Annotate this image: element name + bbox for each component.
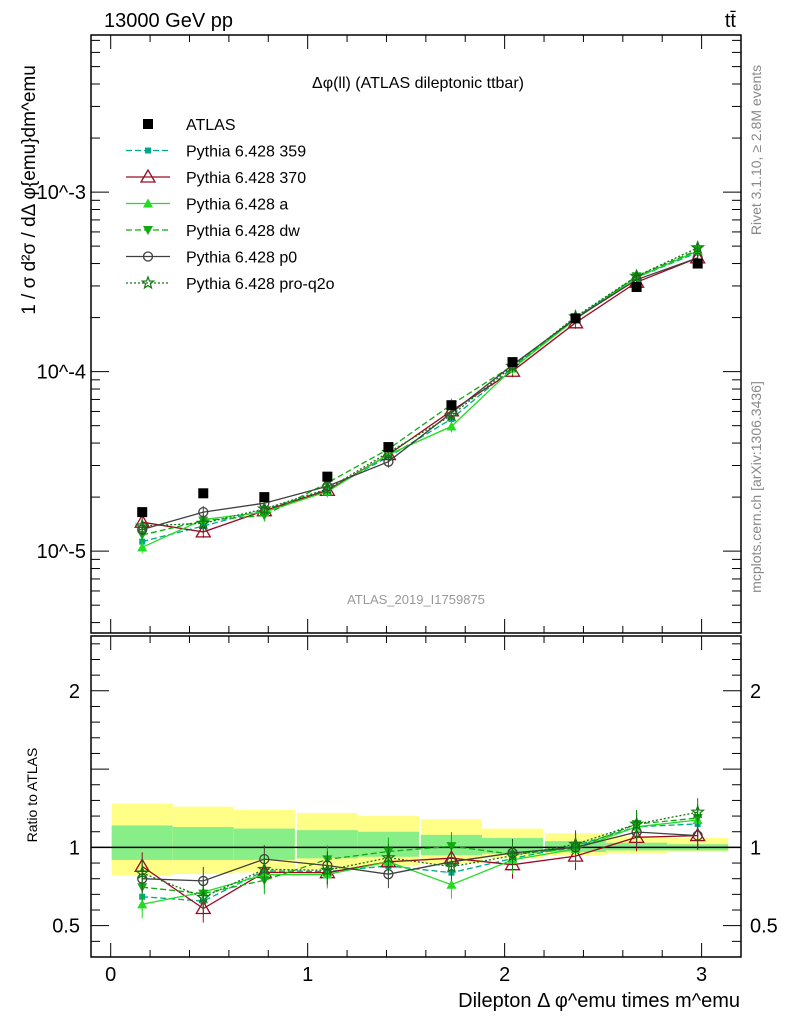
data-point [195,523,212,538]
ratio-y-tick-label: 1 [69,837,80,859]
ratio-series-line [142,817,698,895]
series-line [142,251,698,543]
ratio-band-inner [172,827,234,860]
ratio-point [690,804,706,819]
mcplots-label: mcplots.cern.ch [arXiv:1306.3436] [748,381,764,593]
x-tick-label: 0 [105,964,116,986]
ratio-y-tick-label-right: 0.5 [750,916,778,938]
data-point [137,542,148,552]
ratio-point [256,861,272,876]
ratio-point [320,862,335,877]
legend-entry: ATLAS [186,117,236,134]
data-point [256,501,272,516]
ratio-y-tick-label-right: 1 [750,837,761,859]
main-panel: 10^-5 10^-4 10^-3 [37,34,742,957]
rivet-label: Rivet 3.1.10, ≥ 2.8M events [748,65,764,235]
legend-entry: Pythia 6.428 p0 [186,250,297,267]
atlas-data-point [570,313,581,324]
ratio-point [505,847,520,863]
header-left-label: 13000 GeV pp [104,10,233,32]
atlas-data-point [259,492,270,503]
legend-entry: Pythia 6.428 359 [186,144,306,161]
ratio-series-line [142,819,698,905]
ratio-point [137,899,148,909]
y-axis-label: 1 / σ d²σ / dΔ φ{emu}dm^emu [19,65,40,315]
atlas-data-point [631,282,642,293]
ratio-series-line [141,834,698,910]
ratio-point [134,865,150,880]
legend-entry: Pythia 6.428 pro-q2o [186,276,335,293]
data-point [629,268,644,283]
main-frame-border [90,34,742,634]
ratio-frame-border [90,635,742,958]
ratio-y-tick-label: 0.5 [52,916,80,938]
ratio-point [195,900,212,915]
ratio-point [381,849,396,864]
ratio-y-axis-label: Ratio to ATLAS [24,748,40,843]
x-tick-label: 2 [499,964,510,986]
data-point [320,481,335,496]
ratio-point [629,816,644,831]
analysis-label: ATLAS_2019_I1759875 [347,592,485,607]
ratio-point [568,836,583,851]
atlas-data-point [198,488,209,499]
ratio-point [692,830,703,841]
legend-marker [143,198,153,208]
ratio-series-line [141,811,698,899]
legend-marker [143,119,153,129]
header-right-label: tt̄ [725,10,737,32]
series-line [142,257,698,531]
y-tick-label: 10^-5 [37,541,86,563]
atlas-data-point [322,471,333,482]
atlas-data-point [692,258,703,269]
chart-marks [134,239,706,923]
legend-entry: Pythia 6.428 a [186,197,288,214]
y-tick-label: 10^-3 [37,182,86,204]
ratio-series-line [142,823,698,902]
legend-entry: Pythia 6.428 370 [186,170,306,187]
data-point [444,407,459,422]
y-tick-label: 10^-4 [37,362,86,384]
data-point [134,518,150,533]
ratio-point [446,879,457,889]
ratio-point [195,889,211,904]
legend-marker [145,147,151,154]
series-line [142,257,698,533]
data-point [446,421,457,431]
ratio-series-line [142,831,698,882]
ratio-point [446,842,457,852]
series-line [141,250,698,548]
atlas-data-point [137,507,148,518]
legend-marker [139,168,157,183]
series-line [142,247,698,527]
ratio-y-tick-label: 2 [69,681,80,703]
atlas-data-point [446,400,457,411]
data-point [195,515,211,530]
legend: ATLAS Pythia 6.428 359 Pythia 6.428 370 Pyt… [126,117,335,293]
legend-marker [143,226,153,235]
series-line [142,249,698,536]
legend-entry: Pythia 6.428 dw [186,223,300,240]
legend-marker [142,251,154,262]
data-point [690,239,706,255]
atlas-data-point [507,357,518,368]
x-tick-label: 1 [302,964,313,986]
legend-marker [140,275,156,290]
x-axis-label: Dilepton Δ φ^emu times m^emu [458,990,740,1012]
ratio-panel: 0 1 2 3 0.5 0.5 1 1 2 2 [52,635,778,986]
x-tick-label: 3 [696,964,707,986]
ratio-point [444,858,459,873]
atlas-data-point [383,442,394,453]
ratio-y-tick-label-right: 2 [750,681,761,703]
chart-title: Δφ(ll) (ATLAS dileptonic ttbar) [312,75,524,92]
